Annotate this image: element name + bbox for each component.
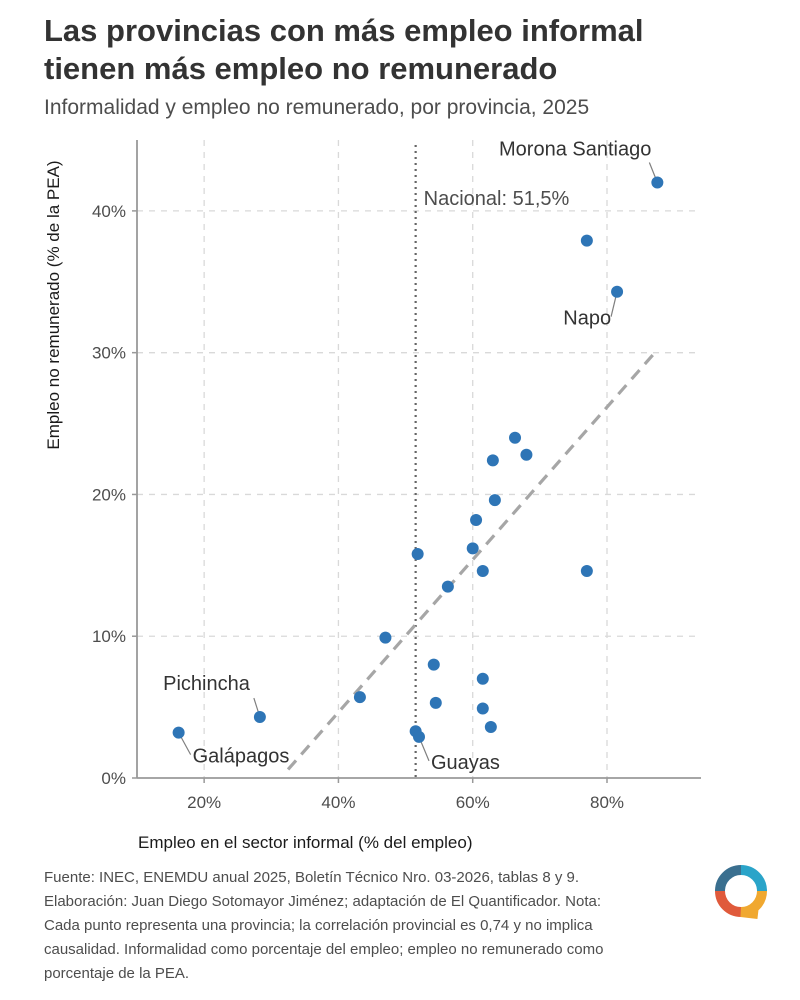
point-label: Galápagos — [193, 746, 290, 768]
data-point — [476, 702, 489, 715]
point-label: Guayas — [431, 752, 500, 774]
source-caption: Fuente: INEC, ENEMDU anual 2025, Boletín… — [44, 866, 724, 986]
data-points — [172, 176, 664, 743]
y-tick-label: 0% — [101, 769, 126, 788]
data-point — [427, 658, 440, 671]
point-label: Morona Santiago — [499, 139, 651, 161]
data-point — [253, 711, 266, 724]
data-point — [580, 565, 593, 578]
caption-line-3: Cada punto representa una provincia; la … — [44, 917, 593, 934]
title-line-2: tienen más empleo no remunerado — [44, 51, 558, 86]
data-point — [476, 565, 489, 578]
label-leader-lines — [178, 162, 658, 762]
axes — [132, 140, 701, 783]
logo-segment-bottom-left — [715, 890, 742, 917]
logo-segment-top-right — [740, 865, 767, 892]
logo-segment-tail — [740, 890, 767, 919]
chart-subtitle: Informalidad y empleo no remunerado, por… — [44, 96, 590, 119]
quantificador-logo-icon — [715, 865, 767, 919]
caption-line-4: causalidad. Informalidad como porcentaje… — [44, 941, 604, 958]
data-point — [379, 631, 392, 644]
data-point — [413, 730, 425, 743]
point-labels: Morona Santiago Napo Pichincha Galápagos Gua… — [163, 139, 651, 774]
scatter-chart: Nacional: 51,5% 20% 40% 60% 80% 0% 10% 20% 30% 4… — [44, 139, 701, 852]
caption-line-5: porcentaje de la PEA. — [44, 965, 190, 982]
caption-line-2: Elaboración: Juan Diego Sotomayor Jiméne… — [44, 893, 601, 910]
data-point — [411, 547, 424, 560]
data-point — [470, 513, 483, 526]
data-point — [172, 726, 185, 739]
data-point — [484, 720, 497, 733]
data-point — [353, 691, 366, 704]
data-point — [651, 176, 664, 189]
trend-line — [286, 348, 659, 771]
x-tick-label: 80% — [590, 793, 624, 812]
x-tick-label: 20% — [187, 793, 221, 812]
data-point — [520, 448, 533, 461]
y-tick-label: 10% — [92, 627, 126, 646]
logo-segment-top-left — [715, 865, 742, 892]
tick-labels: 20% 40% 60% 80% 0% 10% 20% 30% 40% — [92, 202, 624, 812]
chart-title: Las provincias con más empleo informal t… — [44, 12, 764, 88]
data-point — [476, 672, 489, 685]
data-point — [466, 542, 479, 555]
data-point — [429, 696, 442, 709]
data-point — [580, 234, 593, 247]
data-point — [488, 494, 501, 507]
point-label: Pichincha — [163, 673, 251, 695]
x-tick-label: 60% — [456, 793, 490, 812]
y-axis-label: Empleo no remunerado (% de la PEA) — [44, 160, 63, 449]
x-axis-label: Empleo en el sector informal (% del empl… — [138, 833, 472, 852]
point-label: Napo — [563, 308, 611, 330]
x-tick-label: 40% — [321, 793, 355, 812]
caption-line-1: Fuente: INEC, ENEMDU anual 2025, Boletín… — [44, 869, 580, 886]
y-tick-label: 20% — [92, 485, 126, 504]
data-point — [611, 285, 624, 298]
data-point — [441, 580, 454, 593]
title-line-1: Las provincias con más empleo informal — [44, 13, 644, 48]
national-reference-label: Nacional: 51,5% — [424, 188, 570, 210]
data-point — [486, 454, 499, 467]
y-tick-label: 40% — [92, 202, 126, 221]
data-point — [509, 431, 522, 444]
grid-lines — [137, 140, 701, 778]
y-tick-label: 30% — [92, 344, 126, 363]
